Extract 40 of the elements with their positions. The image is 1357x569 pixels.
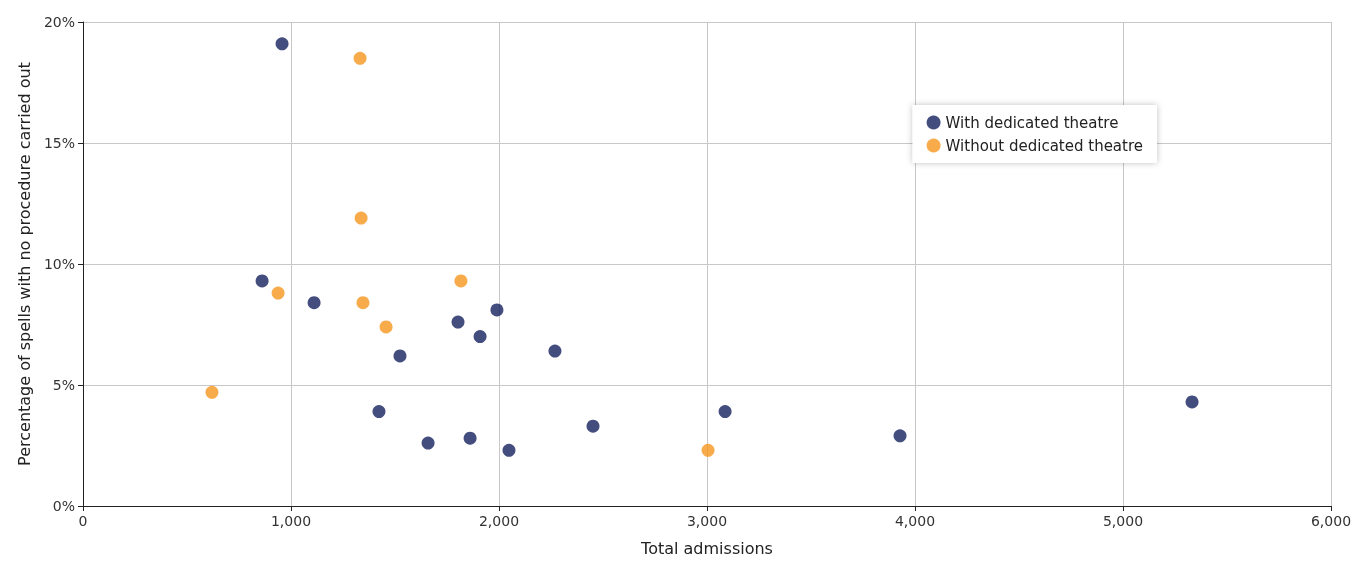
legend-label: With dedicated theatre — [945, 113, 1119, 132]
point — [356, 296, 370, 310]
point — [379, 320, 393, 334]
point — [548, 344, 562, 358]
point — [205, 385, 219, 399]
y-axis-title: Percentage of spells with no procedure carried out — [15, 62, 35, 466]
x-tick-label: 2,000 — [478, 513, 520, 529]
x-tick-label: 6,000 — [1310, 513, 1352, 529]
x-tick-label: 0 — [78, 513, 88, 529]
x-tick-label: 4,000 — [894, 513, 936, 529]
x-tick-label: 1,000 — [270, 513, 312, 529]
point — [490, 303, 504, 317]
point — [372, 405, 386, 419]
point — [893, 429, 907, 443]
point — [473, 330, 487, 344]
point — [255, 274, 269, 288]
y-tick-label: 20% — [43, 14, 75, 30]
y-tick-label: 10% — [43, 256, 75, 272]
point — [393, 349, 407, 363]
point — [454, 274, 468, 288]
point — [271, 286, 285, 300]
point — [463, 431, 477, 445]
legend-label: Without dedicated theatre — [945, 136, 1144, 155]
point — [354, 211, 368, 225]
point — [451, 315, 465, 329]
x-tick-label: 3,000 — [686, 513, 728, 529]
x-axis-title: Total admissions — [640, 538, 773, 558]
point — [1185, 395, 1199, 409]
point — [586, 419, 600, 433]
point — [421, 436, 435, 450]
point — [353, 51, 367, 65]
point — [307, 296, 321, 310]
point — [502, 443, 516, 457]
y-tick-label: 15% — [43, 135, 75, 151]
point — [718, 405, 732, 419]
point — [275, 37, 289, 51]
point — [701, 443, 715, 457]
x-tick-label: 5,000 — [1102, 513, 1144, 529]
y-tick-label: 0% — [52, 498, 75, 514]
y-tick-label: 5% — [52, 377, 75, 393]
